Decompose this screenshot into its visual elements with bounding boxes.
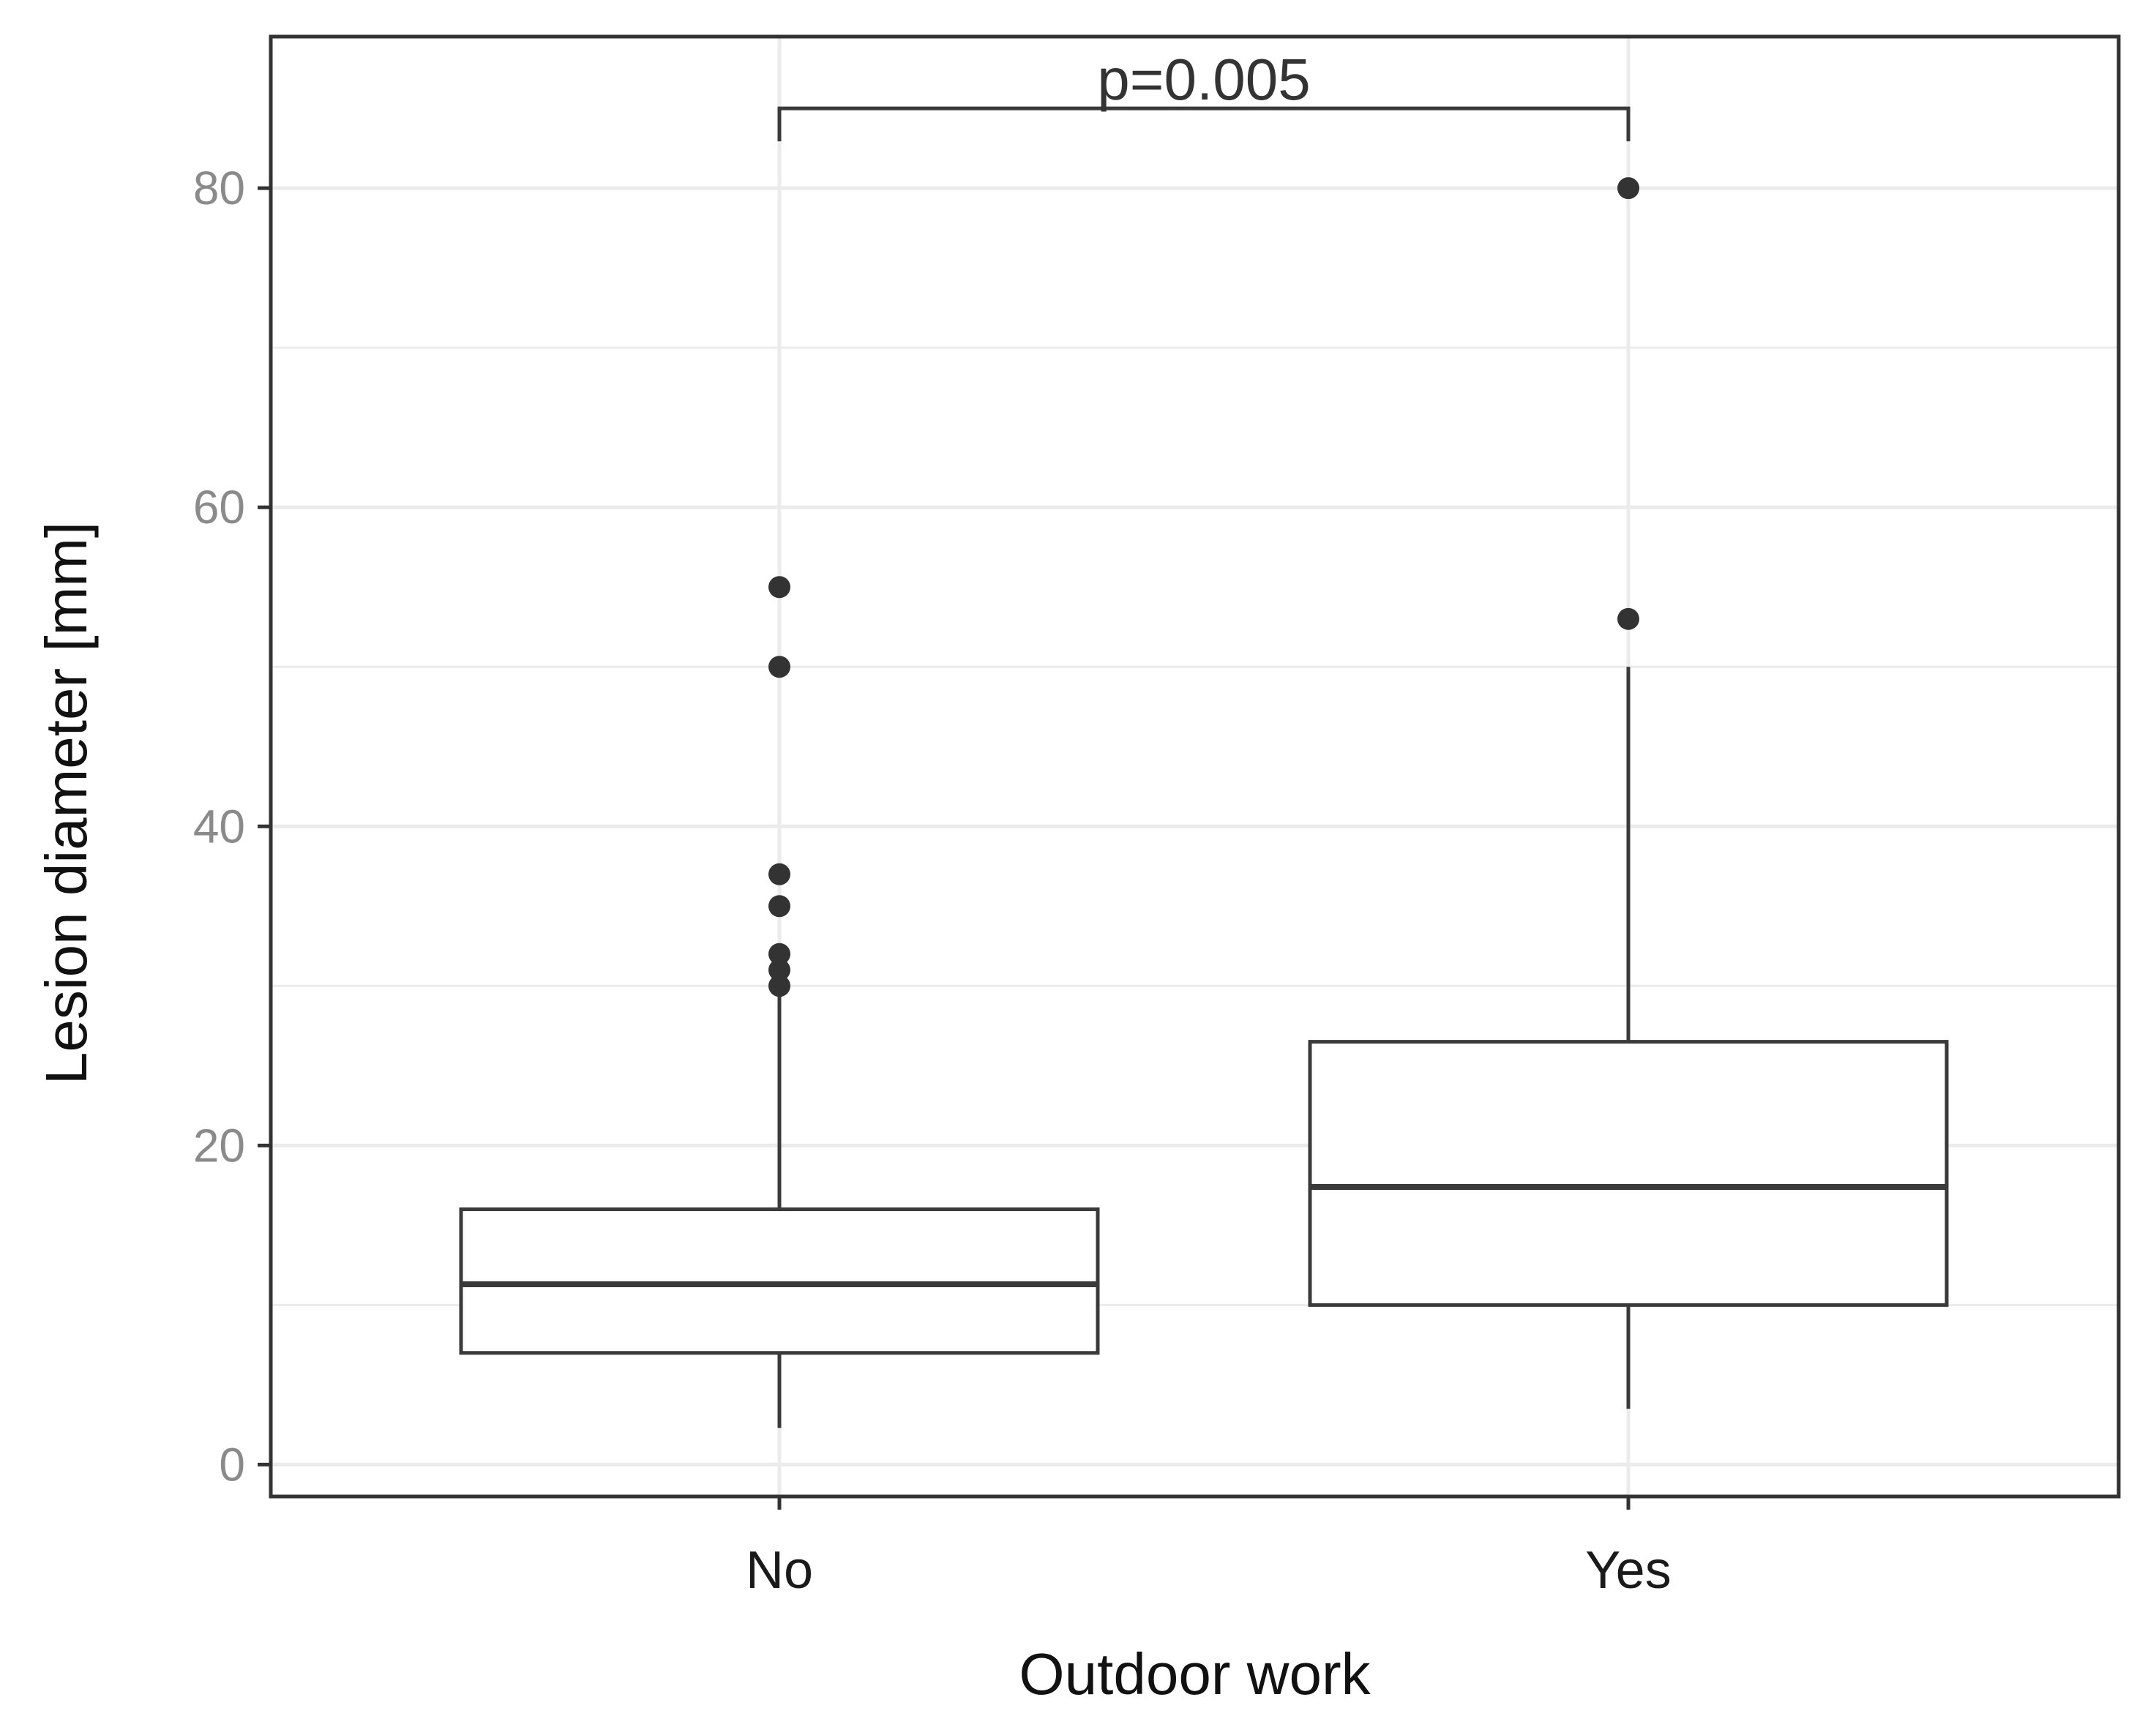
- outlier-point: [768, 975, 790, 997]
- plot-panel-border: [269, 34, 2121, 1499]
- y-tick-label: 60: [193, 481, 245, 533]
- significance-annotation: p=0.005: [777, 47, 1631, 142]
- outlier-points: [768, 177, 1639, 997]
- x-tick-label: No: [746, 1541, 813, 1600]
- iqr-box: [1308, 1040, 1949, 1307]
- outlier-point: [768, 895, 790, 918]
- x-axis-title: Outdoor work: [1019, 1641, 1371, 1707]
- significance-bracket: [777, 106, 1631, 142]
- y-axis: 0 20 40 60 80: [193, 162, 271, 1491]
- outlier-point: [768, 959, 790, 981]
- outlier-point: [1617, 607, 1639, 630]
- p-value-label: p=0.005: [1097, 47, 1310, 112]
- y-axis-title: Lesion diameter [mm]: [34, 522, 99, 1084]
- outlier-point: [768, 863, 790, 885]
- x-tick-label: Yes: [1585, 1541, 1671, 1600]
- box-layer: [459, 667, 1949, 1428]
- outlier-point: [768, 576, 790, 599]
- box-yes: [1308, 667, 1949, 1409]
- outlier-point: [768, 656, 790, 678]
- y-tick-label: 80: [193, 162, 245, 214]
- iqr-box: [459, 1207, 1100, 1355]
- x-axis: No Yes: [746, 1496, 1672, 1600]
- y-tick-label: 0: [219, 1438, 245, 1491]
- y-tick-label: 20: [193, 1119, 245, 1172]
- outlier-point: [1617, 177, 1639, 200]
- y-tick-label: 40: [193, 800, 245, 853]
- outlier-point: [768, 943, 790, 965]
- box-no: [459, 990, 1100, 1428]
